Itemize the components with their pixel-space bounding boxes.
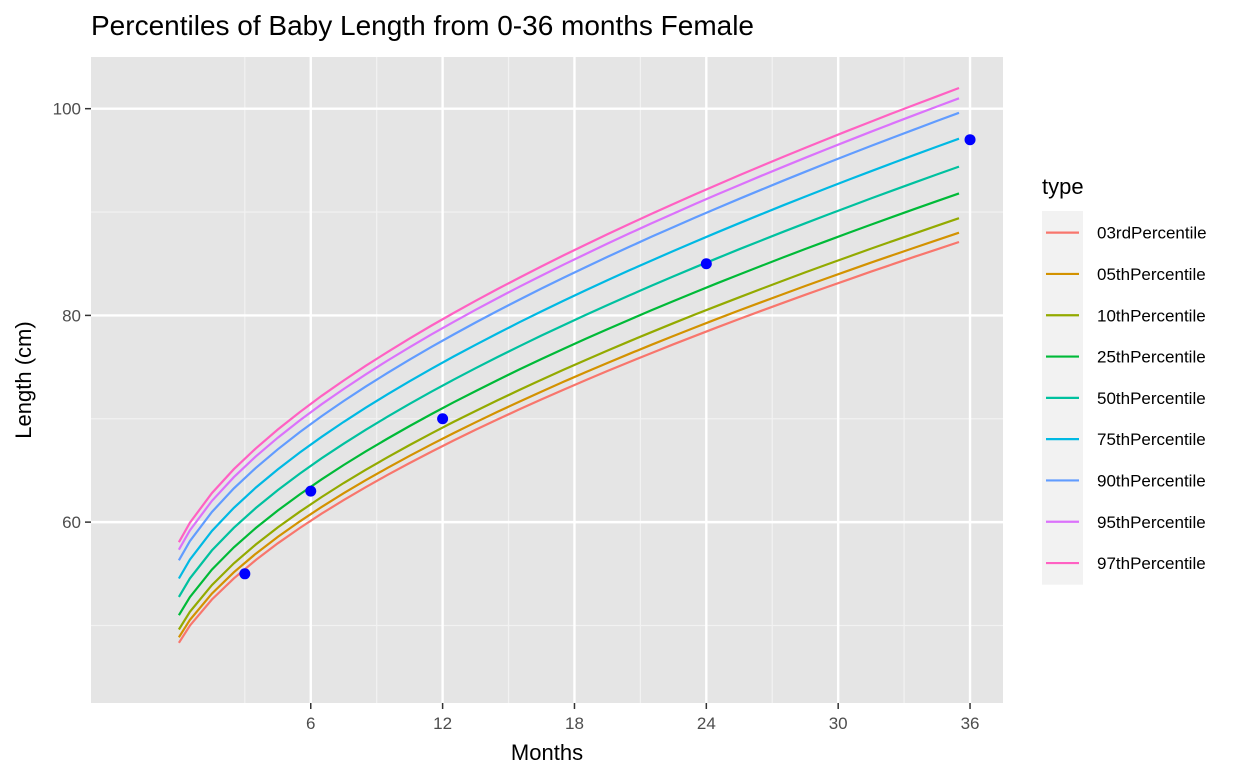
legend-label: 05thPercentile (1097, 265, 1206, 284)
legend-items: 03rdPercentile 05thPercentile 10thPercenti… (1042, 211, 1207, 585)
legend-label: 90thPercentile (1097, 471, 1206, 490)
data-point (305, 485, 317, 497)
x-axis: 6 12 18 24 30 36 (306, 703, 979, 733)
x-tick-label: 12 (433, 714, 452, 733)
y-axis-label: Length (cm) (11, 321, 36, 438)
data-point (239, 568, 251, 580)
major-gridlines (91, 57, 1003, 703)
x-tick-label: 36 (961, 714, 980, 733)
x-tick-label: 24 (697, 714, 716, 733)
legend-label: 25thPercentile (1097, 348, 1206, 367)
legend-title: type (1042, 174, 1084, 199)
minor-gridlines (91, 57, 1003, 703)
x-axis-label: Months (511, 740, 583, 765)
y-axis: 60 80 100 (53, 100, 91, 532)
plot-panel (91, 57, 1003, 703)
series-line-50thPercentile (177, 165, 960, 598)
y-tick-label: 60 (62, 513, 81, 532)
series-line-75thPercentile (177, 137, 960, 580)
legend-label: 10thPercentile (1097, 306, 1206, 325)
legend-label: 97thPercentile (1097, 554, 1206, 573)
series-line-05thPercentile (177, 231, 960, 638)
x-tick-label: 30 (829, 714, 848, 733)
legend-label: 50thPercentile (1097, 389, 1206, 408)
series-line-25thPercentile (177, 192, 960, 616)
legend-label: 75thPercentile (1097, 430, 1206, 449)
legend-label: 03rdPercentile (1097, 224, 1207, 243)
series-line-10thPercentile (177, 217, 960, 631)
data-points (239, 134, 976, 580)
series-line-95thPercentile (177, 97, 960, 551)
y-tick-label: 100 (53, 100, 81, 119)
x-tick-label: 18 (565, 714, 584, 733)
y-tick-label: 80 (62, 306, 81, 325)
legend: type 03rdPercentile 05thPercentile 10thPer… (1042, 174, 1207, 585)
series-line-90thPercentile (177, 111, 960, 561)
data-point (964, 134, 976, 146)
data-point (700, 258, 712, 270)
legend-label: 95thPercentile (1097, 513, 1206, 532)
chart-title: Percentiles of Baby Length from 0-36 mon… (91, 10, 754, 41)
series-line-03rdPercentile (177, 240, 960, 644)
series-lines (177, 86, 960, 644)
x-tick-label: 6 (306, 714, 315, 733)
series-line-97thPercentile (177, 86, 960, 543)
data-point (437, 413, 449, 425)
